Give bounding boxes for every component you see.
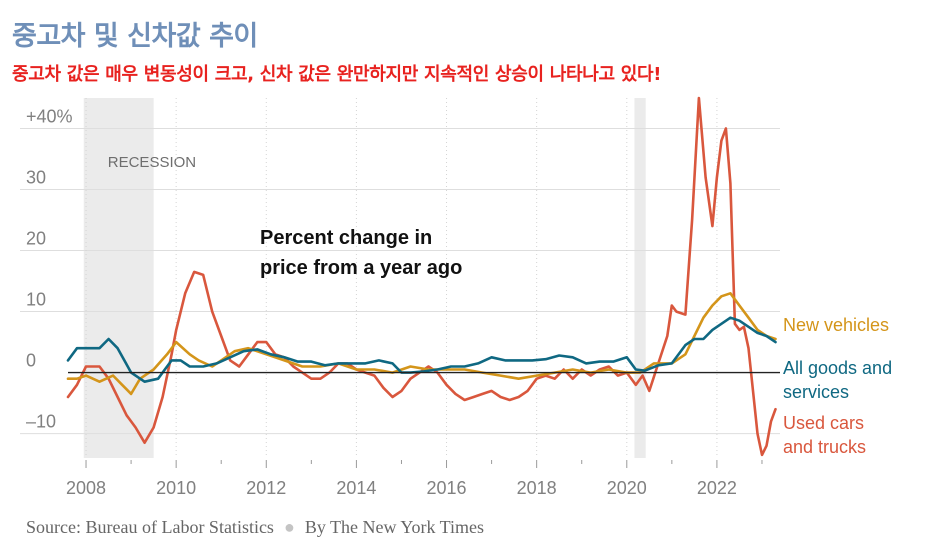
x-tick-label: 2020 — [607, 478, 647, 498]
chart-annotation-line: price from a year ago — [260, 257, 462, 279]
x-tick-label: 2010 — [156, 478, 196, 498]
x-tick-label: 2012 — [246, 478, 286, 498]
source-label: Source: Bureau of Labor Statistics — [26, 517, 274, 537]
legend-label: services — [783, 382, 849, 402]
legend-label: Used cars — [783, 413, 864, 433]
chart-subtitle: 중고차 값은 매우 변동성이 크고, 신차 값은 완만하지만 지속적인 상승이 … — [12, 64, 662, 85]
y-tick-label: 30 — [26, 168, 46, 188]
byline: By The New York Times — [304, 517, 485, 537]
recession-label: RECESSION — [108, 154, 196, 171]
separator-dot: ● — [283, 517, 295, 537]
source-line: Source: Bureau of Labor Statistics ● By Th… — [26, 517, 484, 538]
recession-band-0 — [83, 98, 154, 458]
y-tick-label: –10 — [26, 412, 56, 432]
x-tick-label: 2008 — [66, 478, 106, 498]
recession-band-1 — [634, 98, 646, 458]
y-tick-label: 0 — [26, 351, 36, 371]
chart-annotation-line: Percent change in — [260, 227, 432, 249]
legend-label: All goods and — [783, 358, 892, 378]
x-tick-label: 2014 — [336, 478, 376, 498]
y-tick-label: +40% — [26, 107, 73, 127]
series-line-all-goods-and-services — [66, 316, 777, 383]
x-tick-label: 2016 — [427, 478, 467, 498]
chart-title: 중고차 및 신차값 추이 — [12, 21, 258, 52]
x-tick-label: 2022 — [697, 478, 737, 498]
y-tick-label: 20 — [26, 229, 46, 249]
series-line-used-cars-and-trucks — [66, 96, 777, 457]
legend-label: and trucks — [783, 437, 866, 457]
legend-label: New vehicles — [783, 315, 889, 335]
x-tick-label: 2018 — [517, 478, 557, 498]
y-tick-label: 10 — [26, 290, 46, 310]
series-line-new-vehicles — [66, 292, 777, 396]
